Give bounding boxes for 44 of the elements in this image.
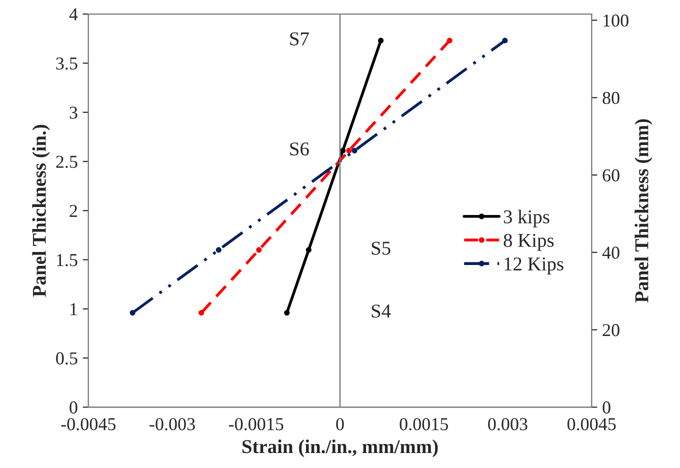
y-tick-label: 3.5 xyxy=(56,57,78,70)
y-tick-label: 2.5 xyxy=(56,156,78,168)
point xyxy=(198,310,204,316)
y-tick-label: 1 xyxy=(70,303,77,316)
y2-tick-label: 60 xyxy=(602,169,620,182)
point xyxy=(346,148,352,154)
annotation: S7 xyxy=(290,32,309,46)
y-tick-label: 2 xyxy=(70,204,77,217)
x-tick-label: 0.0045 xyxy=(567,418,616,430)
x-axis-title: Strain (in./in., mm/mm) xyxy=(242,440,438,458)
y2-tick-label: 100 xyxy=(604,14,628,27)
y-tick-label: 4 xyxy=(69,8,78,20)
y2-tick-label: 0 xyxy=(602,401,610,414)
legend-label: 12 Kips xyxy=(504,257,564,275)
x-tick-label: 0 xyxy=(336,418,344,430)
legend-label: 8 Kips xyxy=(504,234,554,251)
x-tick-label: 0.0015 xyxy=(400,418,448,430)
x-tick-label: 0.003 xyxy=(488,418,528,430)
legend-label: 3 kips xyxy=(504,210,550,228)
y2-axis-title: Panel Thickness (mm) xyxy=(634,119,652,302)
point xyxy=(284,310,290,316)
point xyxy=(306,247,312,253)
y2-tick-label: 80 xyxy=(602,92,620,104)
x-tick-label: -0.0015 xyxy=(228,418,284,430)
point xyxy=(378,38,384,44)
y-tick-label: 3 xyxy=(70,106,78,119)
annotation: S5 xyxy=(372,242,390,255)
x-tick-label: -0.0045 xyxy=(61,418,116,430)
point xyxy=(130,310,136,316)
annotation: S6 xyxy=(290,142,309,156)
point xyxy=(256,247,262,253)
x-tick-label: -0.003 xyxy=(150,418,195,430)
y2-tick-label: 40 xyxy=(602,246,620,259)
y-tick-label: 0.5 xyxy=(56,352,78,365)
point xyxy=(446,38,452,44)
point xyxy=(502,38,508,44)
y-tick-label: 0 xyxy=(70,401,78,414)
y2-tick-label: 20 xyxy=(602,324,620,336)
point xyxy=(216,247,222,253)
point xyxy=(340,148,346,154)
annotation: S4 xyxy=(372,304,391,318)
y-tick-label: 1.5 xyxy=(57,254,78,266)
point xyxy=(352,148,358,154)
y-axis-title: Panel Thickness (in.) xyxy=(32,124,50,297)
